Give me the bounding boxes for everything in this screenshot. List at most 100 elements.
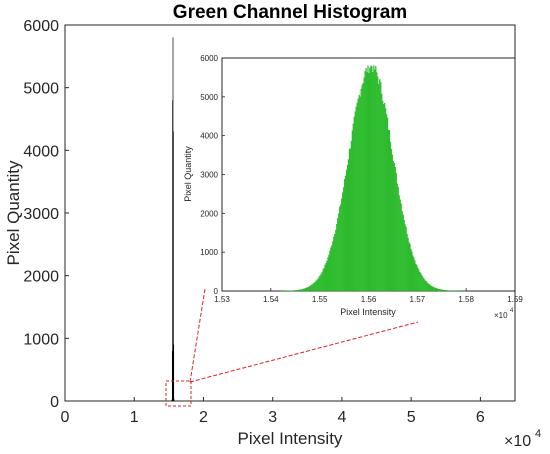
inset-histogram-bar	[370, 65, 372, 292]
inset-histogram-bar	[307, 286, 310, 292]
inset-histogram-bar	[427, 283, 430, 292]
inset-histogram-bar	[363, 77, 365, 292]
inset-histogram-bar	[387, 129, 390, 292]
inset-histogram-bar	[430, 285, 433, 292]
inset-histogram-bar	[420, 273, 422, 292]
inset-histogram-bar	[388, 130, 391, 292]
inset-histogram-bar	[303, 288, 306, 292]
inset-histogram-bar	[318, 276, 320, 292]
inset-histogram-bar	[394, 166, 396, 292]
inset-histogram-bar	[432, 286, 435, 292]
inset-histogram-bar	[336, 224, 338, 292]
inset-histogram-bar	[333, 236, 335, 292]
inset-histogram-bar	[405, 227, 407, 292]
inset-x-exponent-power: 4	[510, 308, 514, 314]
inset-histogram-bar	[383, 104, 385, 292]
main-axes: 0 1 2 3 4 5 6 0 1000 2000 3000 4000 5000 6000	[23, 18, 485, 426]
inset-histogram-bar	[320, 273, 322, 292]
x-tick-label: 5	[407, 409, 416, 426]
inset-histogram-bar	[375, 66, 377, 292]
inset-histogram-bar	[372, 72, 374, 292]
inset-histogram-bar	[330, 247, 332, 292]
inset-histogram-bar	[395, 172, 397, 292]
inset-y-tick-label: 2000	[200, 209, 218, 218]
inset-histogram-bar	[368, 73, 370, 292]
inset-histogram-bar	[409, 244, 411, 292]
inset-axes: 1.53 1.54 1.55 1.56 1.57 1.58 1.59 0 1000 2000 300…	[200, 54, 523, 304]
inset-histogram-bar	[428, 284, 431, 292]
inset-histogram-bar	[366, 72, 368, 292]
inset-histogram-bar	[390, 149, 393, 292]
inset-histogram-bar	[437, 288, 439, 292]
inset-histogram-bar	[298, 289, 300, 292]
inset-histogram-bar	[391, 154, 394, 292]
inset-histogram-bar	[433, 287, 436, 292]
inset-histogram-bar	[396, 183, 398, 292]
inset-histogram-bar	[348, 149, 351, 292]
inset-x-tick-label: 1.54	[263, 295, 279, 304]
inset-histogram-bar	[338, 213, 340, 292]
inset-histogram-bar	[414, 260, 416, 292]
inset-histogram-bar	[358, 94, 360, 292]
inset-histogram-bar	[354, 111, 356, 292]
inset-histogram-bar	[438, 289, 440, 292]
inset-histogram-bar	[413, 257, 415, 292]
inset-histogram-bar	[339, 206, 341, 292]
inset-histogram-bar	[404, 224, 406, 292]
inset-histogram-bar	[305, 287, 308, 292]
inset-histogram-bar	[412, 255, 414, 292]
inset-histogram-bar	[296, 290, 298, 292]
inset-histogram-bar	[401, 211, 403, 292]
inset-histogram-bar	[349, 148, 352, 292]
inset-histogram-bar	[373, 65, 375, 292]
inset-histogram-bar	[411, 251, 413, 292]
inset-histogram-bar	[351, 130, 353, 292]
inset-histogram-bar	[324, 264, 326, 292]
inset-histogram-bar	[435, 288, 437, 292]
inset-y-tick-label: 6000	[200, 54, 218, 63]
inset-histogram-bar	[359, 96, 361, 292]
inset-histogram-bar	[367, 65, 369, 292]
zoom-box	[165, 380, 192, 407]
inset-histogram-bar	[360, 88, 362, 292]
inset-histogram-bar	[416, 265, 418, 292]
inset-histogram-bar	[421, 275, 423, 292]
inset-y-axis-label: Pixel Quantity	[183, 146, 193, 202]
inset-histogram-bar	[342, 187, 345, 292]
inset-histogram-bar	[444, 290, 446, 292]
main-histogram	[171, 37, 175, 401]
y-tick-label: 3000	[23, 206, 59, 223]
inset-histogram-bar	[312, 283, 314, 292]
inset-y-tick-label: 0	[214, 287, 219, 296]
inset-histogram-bar	[385, 114, 388, 292]
inset-x-tick-label: 1.58	[458, 295, 474, 304]
inset-histogram-bar	[397, 187, 399, 292]
inset-histogram-bar	[386, 117, 389, 292]
inset-x-tick-label: 1.59	[507, 295, 523, 304]
inset-histogram-bar	[431, 286, 434, 292]
inset-histogram-bar	[381, 93, 383, 292]
inset-histogram-bar	[342, 192, 344, 292]
x-tick-label: 1	[130, 409, 139, 426]
inset-histogram-bar	[371, 66, 373, 292]
inset-histogram-bar	[364, 71, 366, 292]
inset-histogram-bar	[352, 123, 354, 292]
inset-histogram-bar	[346, 165, 349, 292]
inset-histogram-bar	[332, 241, 334, 292]
inset-histogram-bar	[344, 175, 347, 292]
inset-histogram-bar	[361, 84, 363, 292]
inset-histogram-bar	[347, 159, 350, 292]
y-tick-label: 2000	[23, 269, 59, 286]
inset-histogram-bar	[314, 281, 316, 292]
inset-histogram-bar	[306, 287, 309, 292]
inset-histogram-bar	[334, 234, 336, 292]
inset-histogram-bar	[369, 67, 371, 292]
inset-histogram-bar	[419, 271, 421, 292]
inset-histogram-bar	[326, 260, 328, 292]
inset-histogram-bar	[418, 269, 420, 292]
x-tick-label: 4	[337, 409, 346, 426]
inset-histogram-bar	[316, 279, 318, 292]
zoom-line-upper	[189, 288, 206, 383]
inset-histogram-bar	[392, 161, 395, 292]
inset-histogram-bar	[311, 284, 313, 292]
